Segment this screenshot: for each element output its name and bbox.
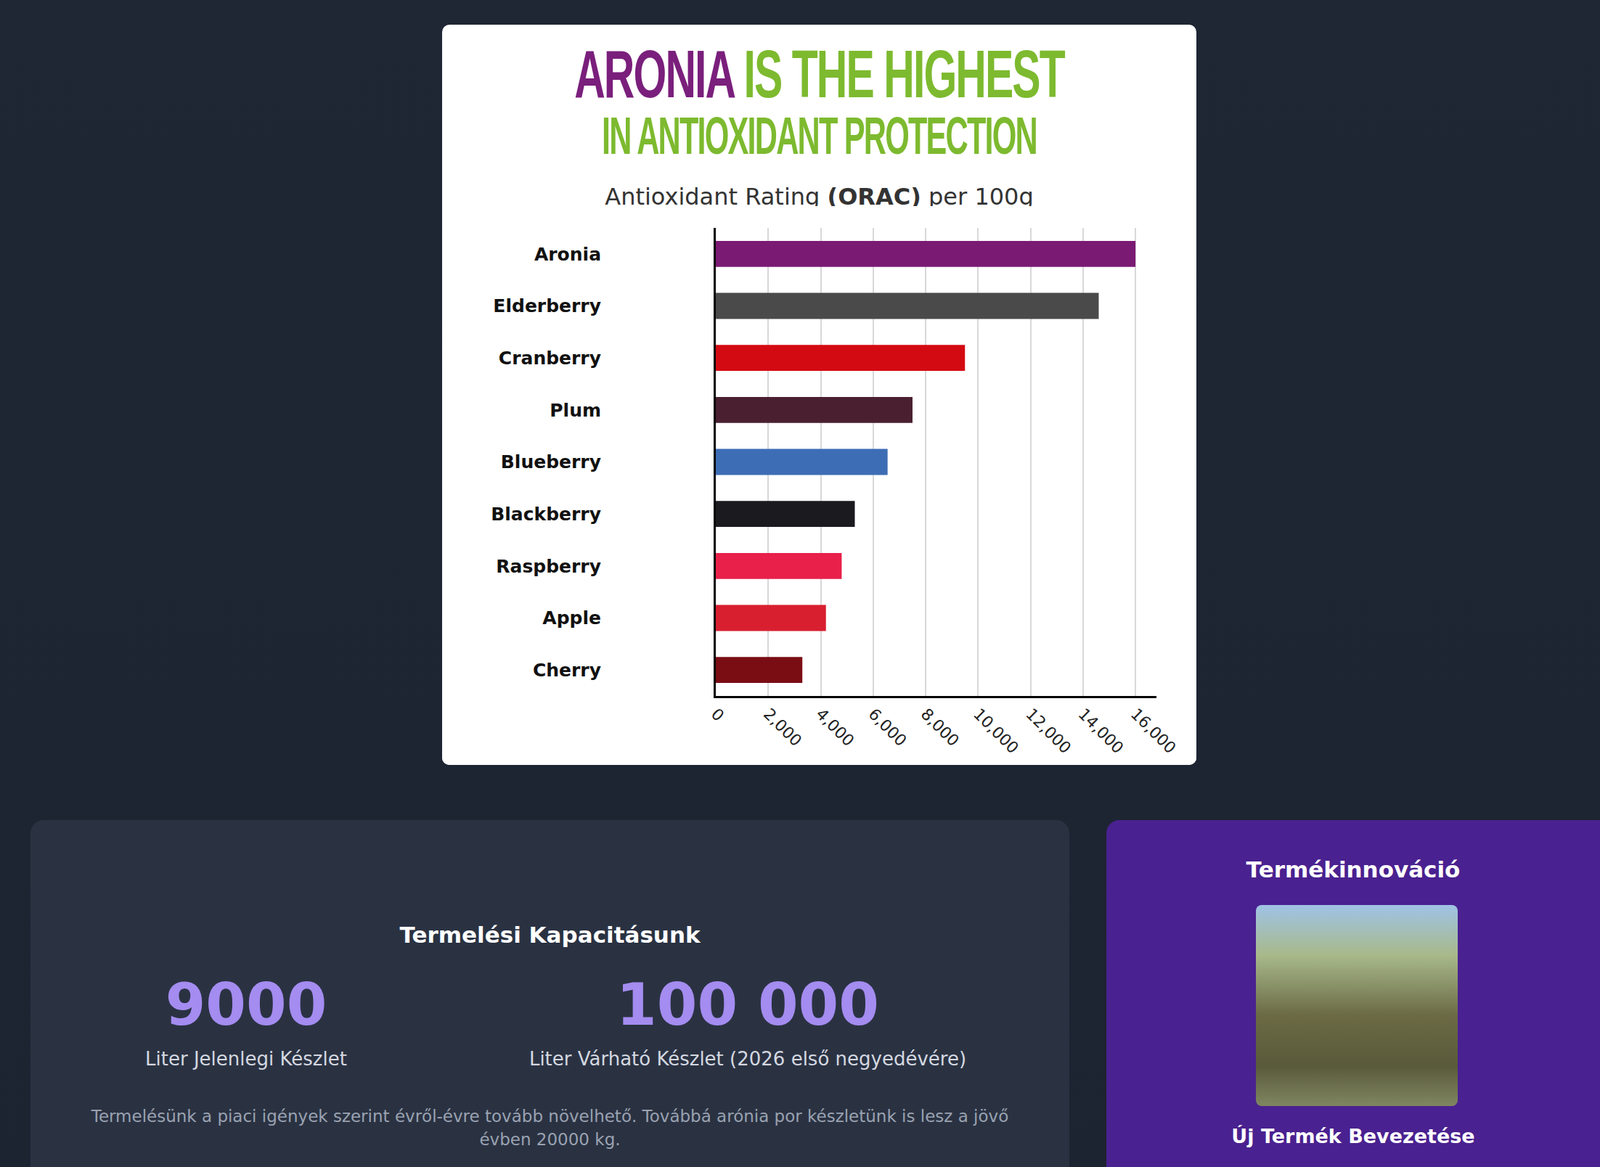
html-text:Termelési Kapacitásunk: Termelési Kapacitásunk [399, 921, 701, 949]
html-text:Antioxidant Rating (ORAC) per: Antioxidant Rating (ORAC) per 100g [604, 182, 1034, 211]
svg-text:Raspberry: Raspberry [495, 556, 602, 578]
html-text:Termelésünk a piaci igények sz: Termelésünk a piaci igények szerint évrő… [91, 1107, 1009, 1150]
html-text:Új Termék Bevezetése: Új Termék Bevezetése [1231, 1125, 1475, 1148]
svg-text:12,000: 12,000 [1022, 704, 1075, 758]
html-text:9000: 9000 [165, 971, 327, 1039]
svg-text:10,000: 10,000 [969, 704, 1023, 758]
svg-text:Cranberry: Cranberry [498, 347, 602, 369]
svg-text:4,000: 4,000 [812, 704, 858, 750]
svg-text:8,000: 8,000 [917, 704, 963, 750]
html-text:ARONIA IS THE HIGHEST: ARONIA IS THE HIGHEST [574, 35, 1065, 112]
svg-text:Blackberry: Blackberry [490, 503, 602, 525]
svg-text:Elderberry: Elderberry [492, 295, 602, 317]
html-text:100 000: 100 000 [616, 971, 880, 1039]
svg-text:Aronia: Aronia [534, 243, 602, 265]
html-text:Termékinnováció: Termékinnováció [1246, 856, 1461, 883]
svg-text:Plum: Plum [549, 400, 602, 422]
html-text:Liter Jelenlegi Készlet: Liter Jelenlegi Készlet [145, 1048, 347, 1071]
svg-text:Apple: Apple [542, 607, 602, 629]
svg-text:2,000: 2,000 [760, 704, 806, 750]
svg-text:Blueberry: Blueberry [500, 451, 602, 473]
html-text:Liter Várható Készlet (2026 el: Liter Várható Készlet (2026 első negyedé… [529, 1048, 967, 1071]
svg-text:0: 0 [707, 704, 729, 726]
svg-text:14,000: 14,000 [1075, 704, 1128, 758]
svg-text:16,000: 16,000 [1127, 704, 1180, 758]
svg-text:Cherry: Cherry [532, 659, 602, 681]
html-text:IN ANTIOXIDANT PROTECTION: IN ANTIOXIDANT PROTECTION [601, 107, 1037, 165]
svg-text:6,000: 6,000 [864, 704, 910, 750]
